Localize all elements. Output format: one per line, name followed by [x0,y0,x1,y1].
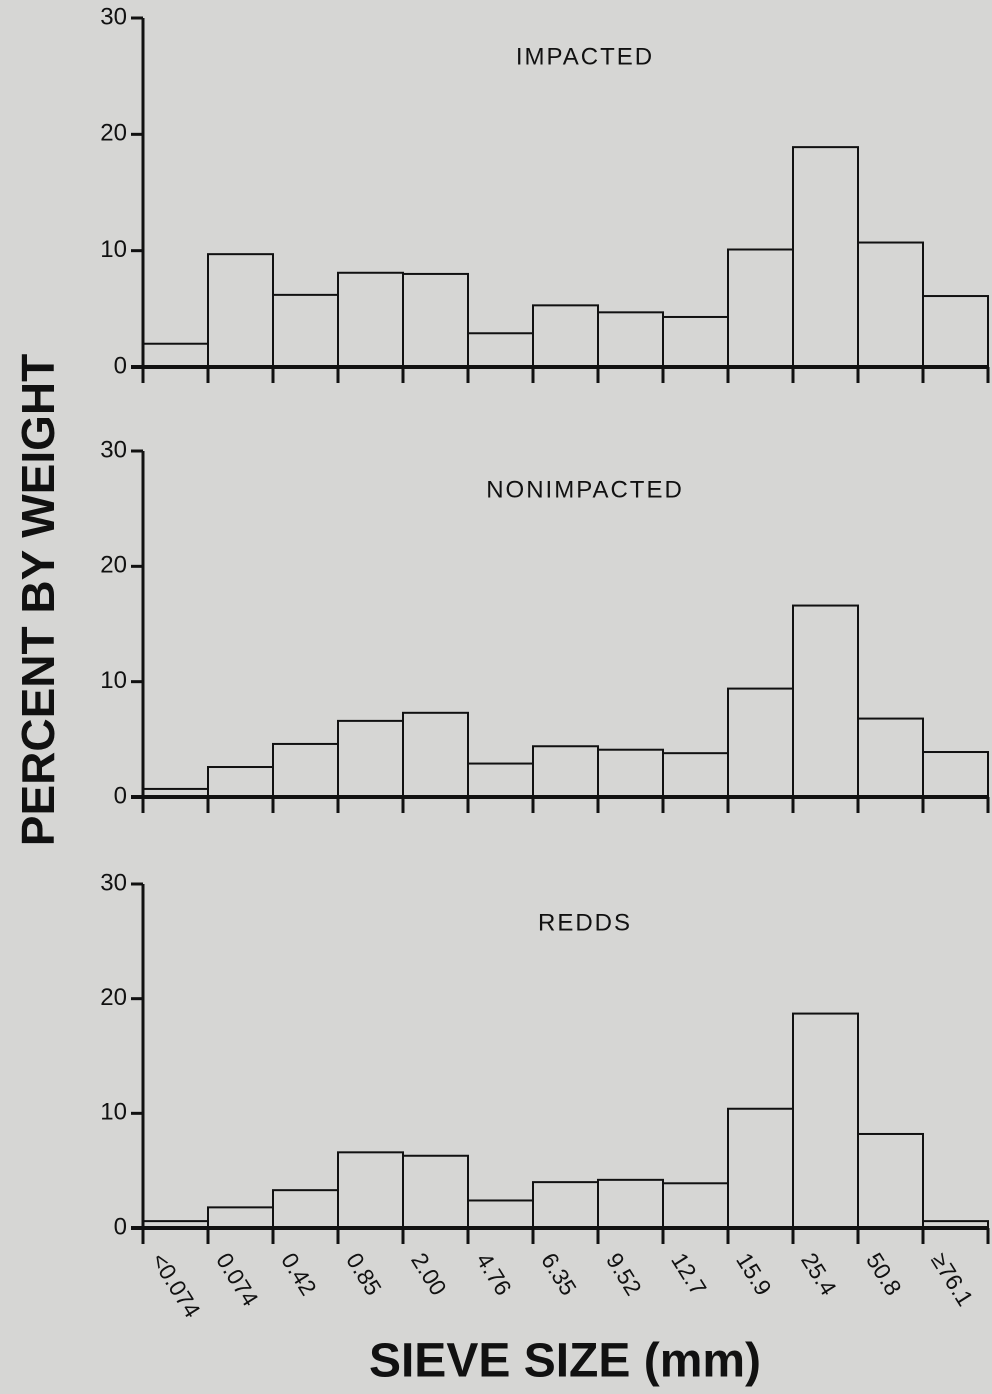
bar [272,1189,339,1230]
x-tick-label: ≥76.1 [926,1248,978,1310]
bar [337,271,404,368]
y-tick-label: 0 [114,352,127,379]
bar [597,311,664,368]
panel-title: IMPACTED [516,43,654,70]
bar [727,248,794,368]
bar [142,342,209,369]
y-tick-label: 10 [100,667,127,694]
x-tick-label: 4.76 [471,1248,517,1300]
y-tick-label: 30 [100,869,127,896]
bar [597,748,664,798]
bar [337,1151,404,1229]
bar [207,253,274,368]
bar [727,687,794,798]
y-tick-label: 30 [100,3,127,30]
bar [727,1107,794,1230]
y-tick-label: 20 [100,552,127,579]
bar [467,332,534,369]
bar [402,272,469,368]
panel-title: NONIMPACTED [486,476,684,503]
bar [272,742,339,798]
x-tick-label: 0.85 [341,1248,387,1300]
bar [532,745,599,799]
bar [532,304,599,368]
x-tick-label: 12.7 [666,1248,712,1300]
x-tick-label: 2.00 [406,1248,452,1300]
y-tick-label: 20 [100,120,127,147]
bar [207,1206,274,1229]
x-tick-label: <0.074 [146,1248,206,1322]
bar [662,1182,729,1230]
bar [467,1199,534,1229]
bar [857,241,924,368]
bar [272,293,339,368]
bar [792,604,859,799]
x-tick-label: 15.9 [731,1248,777,1300]
bar [922,751,989,799]
x-axis-label: SIEVE SIZE (mm) [369,1335,761,1388]
bar [402,1154,469,1230]
bar [662,315,729,368]
bar [532,1181,599,1229]
bar [402,711,469,798]
x-tick-label: 25.4 [796,1248,842,1300]
x-tick-label: 0.42 [276,1248,322,1300]
x-tick-label: 6.35 [536,1248,582,1300]
bar [792,146,859,368]
bar [207,766,274,798]
bar [792,1012,859,1229]
y-tick-label: 0 [114,1213,127,1240]
bar [337,719,404,799]
bar [857,1132,924,1230]
bar [467,762,534,799]
x-tick-label: 50.8 [861,1248,907,1300]
panel-title: REDDS [538,909,632,936]
bar [922,295,989,368]
x-tick-label: 0.074 [211,1248,264,1311]
y-tick-label: 20 [100,984,127,1011]
x-tick-label: 9.52 [601,1248,647,1300]
bar [857,717,924,798]
y-tick-label: 0 [114,782,127,809]
y-axis-label: PERCENT BY WEIGHT [12,354,64,846]
bar [597,1178,664,1229]
y-tick-label: 10 [100,236,127,263]
y-tick-label: 10 [100,1099,127,1126]
y-tick-label: 30 [100,436,127,463]
bar [662,752,729,799]
